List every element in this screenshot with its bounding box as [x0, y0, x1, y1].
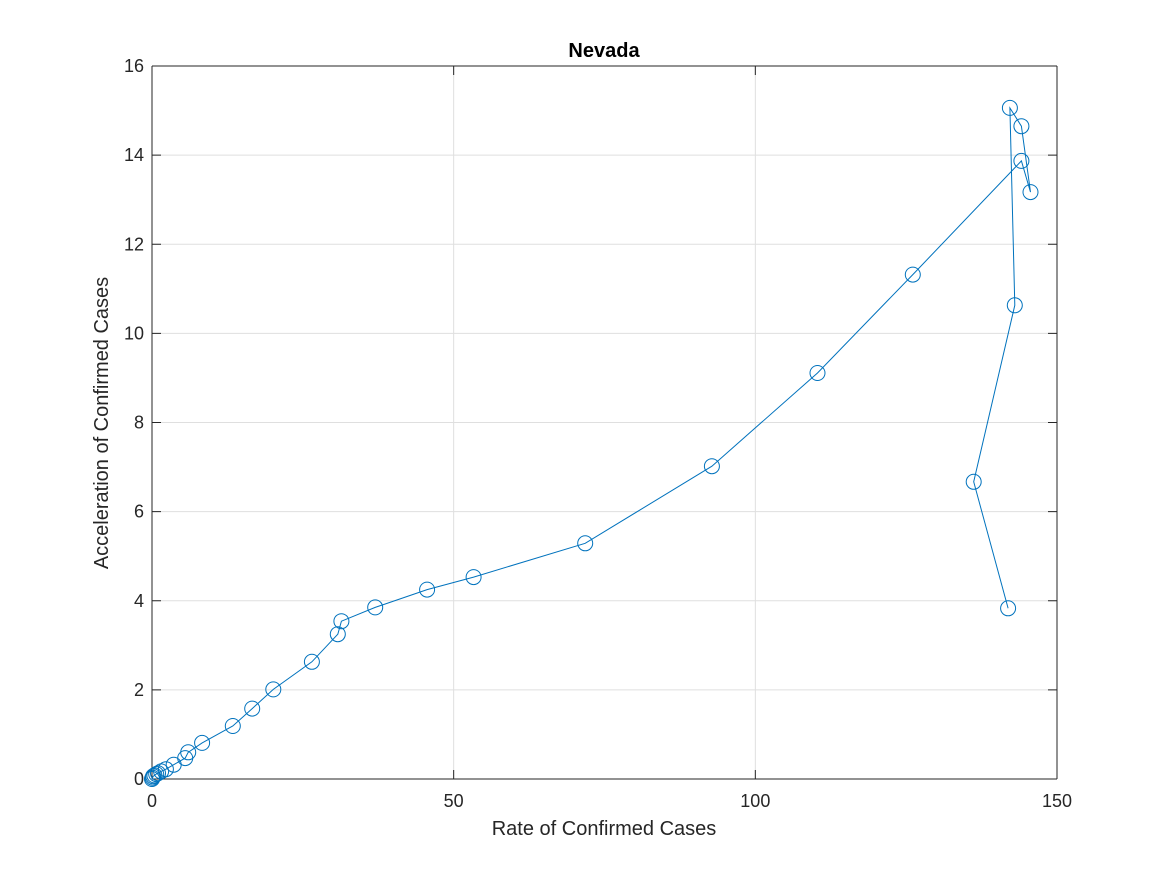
data-point	[577, 535, 594, 552]
y-tick-label: 14	[124, 145, 144, 165]
data-point	[1013, 152, 1030, 169]
data-point	[148, 766, 165, 783]
data-point	[329, 626, 346, 643]
data-point	[965, 473, 982, 490]
data-point	[367, 599, 384, 616]
data-series	[144, 99, 1039, 787]
data-point	[180, 744, 197, 761]
x-tick-label: 100	[740, 791, 770, 811]
data-point	[1001, 99, 1018, 116]
data-point	[1006, 297, 1023, 314]
data-point	[145, 768, 162, 785]
data-point	[244, 700, 261, 717]
plot-area: 0 50 100 150 0 2 4 6 8 10 12 14 16	[124, 56, 1072, 811]
y-tick-label: 8	[134, 413, 144, 433]
axis-ticks: 0 50 100 150 0 2 4 6 8 10 12 14 16	[124, 56, 1072, 811]
data-point	[1022, 184, 1039, 201]
data-point	[703, 458, 720, 475]
data-point	[809, 365, 826, 381]
x-axis-label: Rate of Confirmed Cases	[492, 818, 717, 840]
data-point	[1000, 600, 1017, 617]
y-tick-label: 2	[134, 680, 144, 700]
data-point	[224, 718, 241, 734]
data-point	[303, 653, 320, 670]
data-point	[150, 765, 166, 782]
chart-title: Nevada	[568, 40, 640, 62]
x-tick-label: 50	[444, 791, 464, 811]
x-tick-label: 0	[147, 791, 157, 811]
y-tick-label: 16	[124, 56, 144, 76]
data-point	[1013, 118, 1030, 135]
y-tick-label: 10	[124, 323, 144, 343]
data-point	[157, 761, 174, 778]
data-point	[904, 266, 921, 283]
data-point	[265, 681, 282, 698]
data-point	[333, 613, 350, 630]
data-point	[419, 581, 436, 598]
y-tick-label: 6	[134, 502, 144, 522]
data-point	[194, 734, 211, 751]
data-point	[465, 569, 482, 586]
x-tick-label: 150	[1042, 791, 1072, 811]
y-axis-label: Acceleration of Confirmed Cases	[91, 277, 113, 569]
y-tick-label: 4	[134, 591, 144, 611]
y-tick-label: 12	[124, 234, 144, 254]
y-tick-label: 0	[134, 769, 144, 789]
